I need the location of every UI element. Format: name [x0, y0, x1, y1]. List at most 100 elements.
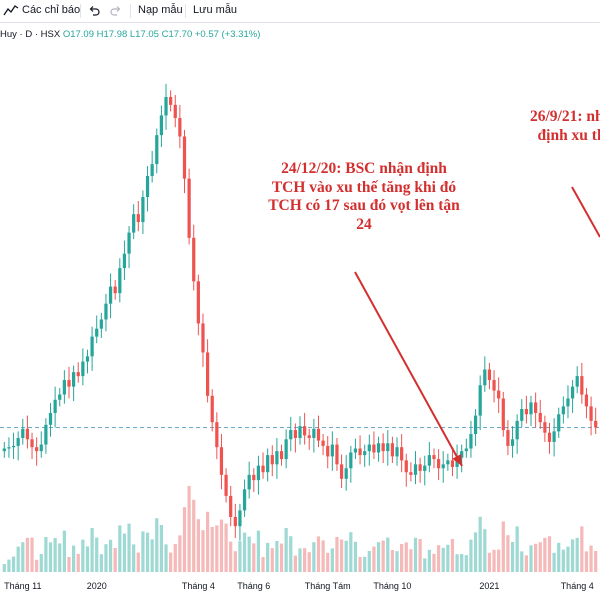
candle-body	[339, 464, 344, 479]
volume-bar	[2, 564, 6, 572]
candle-body	[570, 386, 575, 399]
candle-body	[7, 447, 11, 449]
candle-body	[196, 281, 200, 324]
volume-bar	[11, 556, 16, 572]
candle-body	[122, 253, 127, 269]
candle-body	[483, 369, 487, 386]
volume-bar	[589, 545, 593, 572]
volume-bar	[127, 523, 131, 572]
candle-body	[409, 472, 413, 475]
volume-bar	[478, 516, 482, 572]
candle-body	[141, 197, 145, 223]
candle-body	[418, 464, 422, 471]
candle-body	[441, 464, 445, 469]
candle-body	[25, 428, 30, 440]
candle-body	[67, 380, 71, 387]
volume-bar	[201, 530, 205, 572]
volume-bar	[169, 552, 173, 572]
candle-body	[90, 336, 94, 357]
volume-bar	[372, 546, 376, 572]
volume-bar	[483, 529, 487, 572]
volume-bar	[460, 554, 464, 572]
volume-bar	[270, 548, 274, 572]
candle-body	[520, 409, 524, 421]
volume-bar	[279, 543, 284, 572]
candle-body	[515, 420, 519, 440]
candle-body	[21, 428, 25, 438]
candle-body	[81, 361, 85, 377]
volume-bar	[520, 551, 524, 572]
save-template-button[interactable]: Lưu mẫu	[193, 4, 238, 16]
volume-bar	[261, 557, 265, 572]
volume-bar	[30, 537, 34, 572]
candle-body	[173, 104, 177, 119]
candle-body	[2, 448, 6, 452]
toolbar-divider	[185, 4, 186, 18]
volume-bar	[150, 539, 154, 572]
volume-bar	[381, 540, 385, 572]
volume-bar	[136, 552, 140, 572]
candle-body	[44, 424, 48, 445]
volume-bar	[344, 540, 348, 572]
volume-bar	[432, 553, 436, 572]
candle-body	[155, 135, 159, 165]
volume-bar	[104, 544, 108, 572]
candle-body	[423, 465, 427, 471]
volume-bar	[570, 539, 575, 572]
candle-body	[589, 406, 593, 421]
candle-body	[561, 406, 565, 415]
candle-body	[404, 460, 408, 473]
volume-bar	[330, 548, 334, 572]
redo-icon[interactable]	[110, 5, 122, 17]
candle-body	[464, 448, 468, 452]
candle-body	[344, 468, 348, 479]
candle-body	[205, 352, 210, 396]
candle-body	[376, 443, 381, 453]
candle-body	[219, 447, 224, 475]
volume-bar	[173, 544, 177, 572]
x-tick-label: 2020	[87, 581, 107, 591]
load-template-button[interactable]: Nạp mẫu	[138, 4, 183, 16]
volume-bar	[561, 549, 565, 572]
volume-bar	[303, 548, 307, 572]
x-tick-label: Tháng 4	[561, 581, 594, 591]
candle-body	[247, 474, 251, 490]
volume-bar	[395, 551, 399, 572]
candle-body	[215, 422, 219, 448]
volume-bar	[376, 542, 381, 572]
volume-bar	[584, 551, 589, 572]
candle-body	[127, 232, 131, 254]
candle-body	[76, 372, 80, 377]
toolbar-divider	[80, 4, 81, 18]
volume-bar	[159, 525, 164, 572]
candle-body	[316, 428, 321, 441]
price-chart[interactable]: Tháng 11 2020 Tháng 4 Tháng 6 Tháng Tám Tháng…	[0, 22, 600, 600]
volume-bar	[580, 526, 584, 572]
candle-body	[547, 432, 552, 442]
undo-icon[interactable]	[88, 5, 100, 17]
volume-bar	[501, 521, 505, 572]
volume-bar	[492, 549, 496, 572]
volume-bar	[95, 537, 99, 572]
candle-body	[178, 118, 182, 137]
indicators-icon[interactable]	[3, 4, 19, 18]
candle-body	[150, 164, 154, 176]
candle-body	[335, 444, 339, 465]
candle-body	[298, 426, 302, 438]
candle-body	[293, 430, 297, 438]
candle-body	[390, 443, 395, 457]
volume-bar	[182, 507, 187, 572]
volume-bar	[386, 537, 390, 572]
candle-body	[53, 399, 57, 413]
volume-bar	[469, 539, 473, 572]
volume-bar	[358, 557, 362, 572]
volume-bar	[76, 553, 80, 572]
candle-body	[279, 451, 284, 460]
volume-bar	[441, 547, 445, 572]
candle-body	[132, 214, 136, 233]
volume-bar	[413, 537, 418, 572]
candle-body	[469, 434, 473, 449]
volume-bar	[219, 519, 224, 572]
volume-bar	[39, 554, 43, 572]
indicators-button[interactable]: Các chỉ báo	[22, 4, 81, 16]
